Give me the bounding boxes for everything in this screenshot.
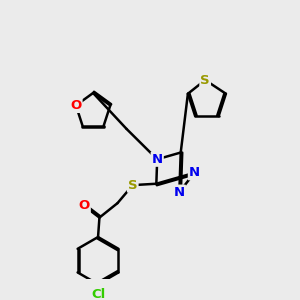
Text: O: O — [79, 200, 90, 212]
Text: Cl: Cl — [91, 288, 105, 300]
Text: S: S — [200, 74, 210, 86]
Text: S: S — [128, 178, 138, 192]
Text: N: N — [189, 166, 200, 179]
Text: N: N — [152, 153, 163, 166]
Text: O: O — [70, 99, 82, 112]
Text: N: N — [174, 186, 185, 199]
